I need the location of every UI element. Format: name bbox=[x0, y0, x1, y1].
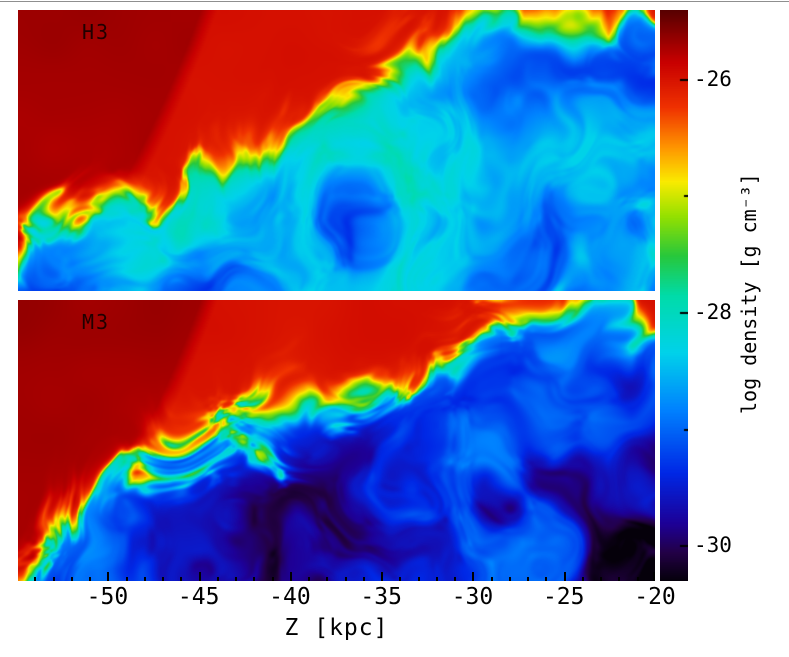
x-tick-label: -45 bbox=[177, 584, 220, 610]
x-axis-tick bbox=[618, 577, 621, 581]
panel-label-m3: M3 bbox=[82, 310, 111, 334]
x-axis-tick bbox=[581, 577, 584, 581]
colorbar bbox=[660, 10, 688, 581]
density-map-m3 bbox=[18, 300, 655, 581]
x-axis-tick bbox=[545, 577, 548, 581]
x-axis-tick bbox=[89, 577, 92, 581]
x-axis-tick bbox=[399, 577, 402, 581]
colorbar-tick-label: -26 bbox=[694, 66, 732, 91]
density-panel-m3: M3 bbox=[18, 300, 655, 581]
top-rule bbox=[0, 1, 789, 2]
x-axis-tick bbox=[34, 577, 37, 581]
x-tick-label: -40 bbox=[269, 584, 311, 610]
x-axis-tick bbox=[653, 572, 655, 581]
x-axis-tick bbox=[70, 577, 73, 581]
x-axis-tick bbox=[326, 577, 329, 581]
x-axis-tick bbox=[417, 577, 420, 581]
x-tick-label: -35 bbox=[360, 584, 402, 610]
x-axis-tick bbox=[180, 577, 183, 581]
x-axis-tick bbox=[527, 577, 530, 581]
x-axis-tick bbox=[253, 577, 256, 581]
x-tick-label: -25 bbox=[542, 584, 585, 610]
x-axis-tick bbox=[636, 577, 639, 581]
x-axis-tick bbox=[508, 577, 511, 581]
x-axis-tick-labels: -50 -45 -40 -35 -30 -25 -20 bbox=[0, 584, 789, 610]
x-axis-tick bbox=[308, 577, 311, 581]
x-axis-tick bbox=[381, 572, 384, 581]
x-tick-label: -50 bbox=[86, 584, 129, 610]
density-map-h3 bbox=[18, 10, 655, 291]
x-axis-tick bbox=[435, 577, 438, 581]
density-panel-h3: H3 bbox=[18, 10, 655, 291]
x-tick-label: -20 bbox=[634, 584, 676, 610]
x-axis-tick bbox=[563, 572, 566, 581]
x-axis-tick bbox=[362, 577, 365, 581]
colorbar-tick-label: -28 bbox=[694, 299, 732, 324]
colorbar-tick-label: -30 bbox=[694, 533, 732, 558]
x-axis-tick bbox=[107, 572, 110, 581]
x-axis-tick bbox=[235, 577, 238, 581]
x-axis-tick bbox=[454, 577, 457, 581]
x-axis-tick bbox=[344, 577, 347, 581]
x-axis-tick bbox=[125, 577, 128, 581]
colorbar-title: log density [g cm⁻³] bbox=[737, 173, 761, 414]
x-axis-tick bbox=[490, 577, 493, 581]
x-axis-tick bbox=[600, 577, 603, 581]
x-axis-label: Z [kpc] bbox=[284, 615, 389, 641]
x-axis-tick bbox=[162, 577, 165, 581]
x-axis-tick bbox=[271, 577, 274, 581]
x-axis-tick bbox=[216, 577, 219, 581]
x-tick-label: -30 bbox=[451, 584, 494, 610]
x-axis-tick bbox=[143, 577, 146, 581]
x-axis-tick bbox=[472, 572, 475, 581]
x-axis-tick bbox=[198, 572, 201, 581]
panel-label-h3: H3 bbox=[82, 20, 111, 44]
x-axis-tick bbox=[289, 572, 292, 581]
x-axis-tick bbox=[52, 577, 55, 581]
